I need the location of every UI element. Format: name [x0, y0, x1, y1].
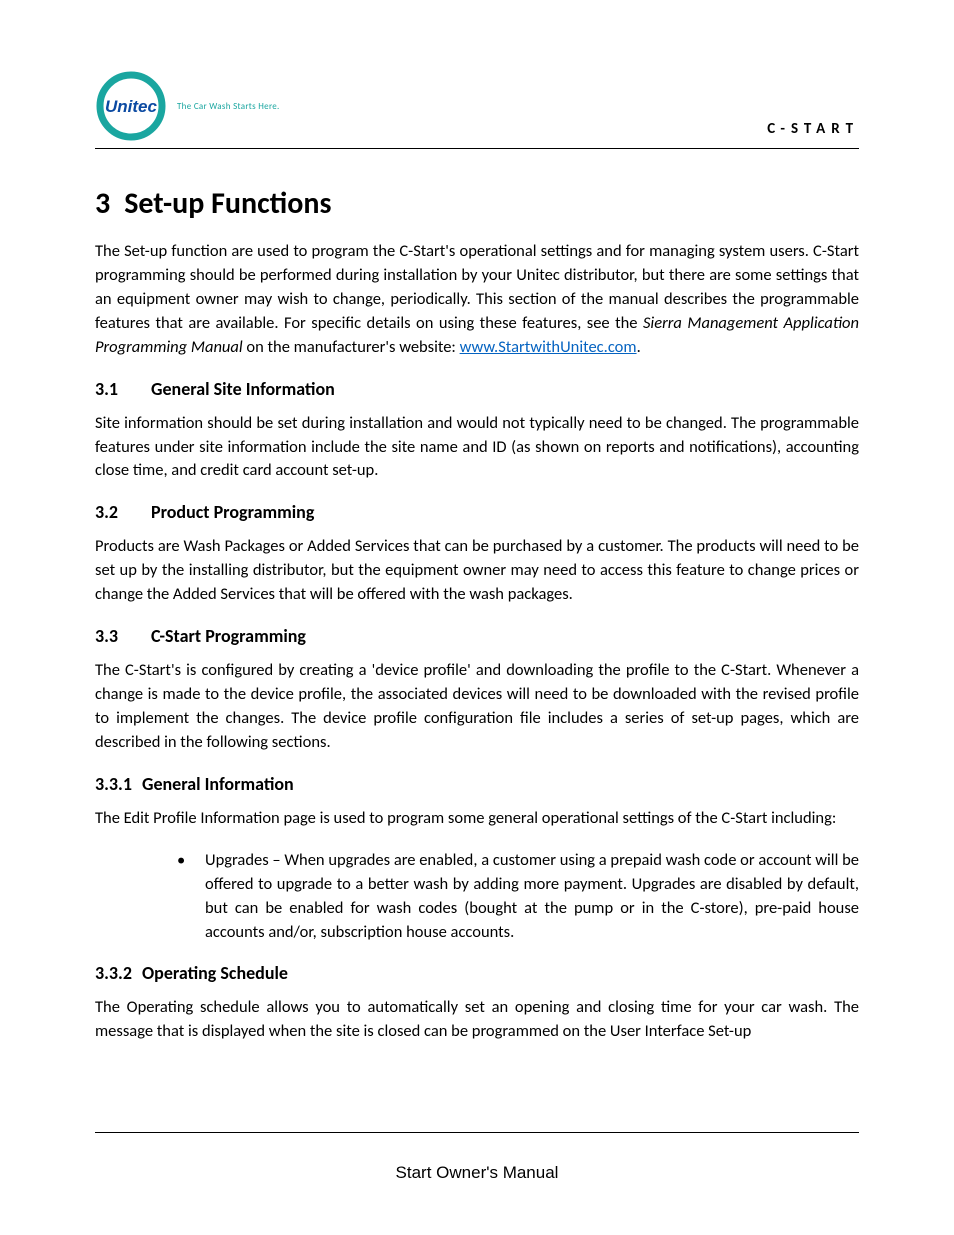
- subsection-heading: 3.3 C-Start Programming: [95, 625, 859, 647]
- heading-text: Set-up Functions: [124, 185, 331, 222]
- subsection-number: 3.1: [95, 378, 151, 400]
- subsection-title: General Site Information: [151, 378, 335, 400]
- subsubsection-heading: 3.3.1 General Information: [95, 773, 859, 795]
- subsection-heading: 3.2 Product Programming: [95, 501, 859, 523]
- list-item: • Upgrades – When upgrades are enabled, …: [177, 849, 859, 945]
- subsection-title: Product Programming: [151, 501, 314, 523]
- svg-text:Unitec: Unitec: [105, 97, 158, 116]
- subsection-body: Site information should be set during in…: [95, 412, 859, 484]
- subsubsection-number: 3.3.2: [95, 962, 132, 984]
- bullet-list: • Upgrades – When upgrades are enabled, …: [95, 849, 859, 945]
- subsubsection-title: Operating Schedule: [142, 962, 288, 984]
- heading-number: 3: [95, 185, 110, 222]
- page-header: Unitec The Car Wash Starts Here. C-START: [95, 70, 859, 149]
- subsubsection-number: 3.3.1: [95, 773, 132, 795]
- brand-logo: Unitec: [95, 70, 167, 142]
- subsection-body: Products are Wash Packages or Added Serv…: [95, 535, 859, 607]
- website-link[interactable]: www.StartwithUnitec.com: [460, 337, 637, 357]
- subsubsection-title: General Information: [142, 773, 294, 795]
- subsubsection-body: The Operating schedule allows you to aut…: [95, 996, 859, 1044]
- subsection-number: 3.2: [95, 501, 151, 523]
- list-item-text: Upgrades – When upgrades are enabled, a …: [205, 849, 859, 945]
- bullet-icon: •: [177, 849, 205, 945]
- section-heading: 3 Set-up Functions: [95, 185, 859, 222]
- subsection-number: 3.3: [95, 625, 151, 647]
- brand-tagline: The Car Wash Starts Here.: [177, 101, 280, 112]
- subsection-title: C-Start Programming: [151, 625, 306, 647]
- intro-paragraph: The Set-up function are used to program …: [95, 240, 859, 360]
- subsection-heading: 3.1 General Site Information: [95, 378, 859, 400]
- footer-text: Start Owner's Manual: [0, 1163, 954, 1183]
- header-product-label: C-START: [767, 120, 859, 142]
- logo-block: Unitec The Car Wash Starts Here.: [95, 70, 280, 142]
- subsection-body: The C-Start's is configured by creating …: [95, 659, 859, 755]
- footer-rule: [95, 1132, 859, 1133]
- subsubsection-heading: 3.3.2 Operating Schedule: [95, 962, 859, 984]
- subsubsection-body: The Edit Profile Information page is use…: [95, 807, 859, 831]
